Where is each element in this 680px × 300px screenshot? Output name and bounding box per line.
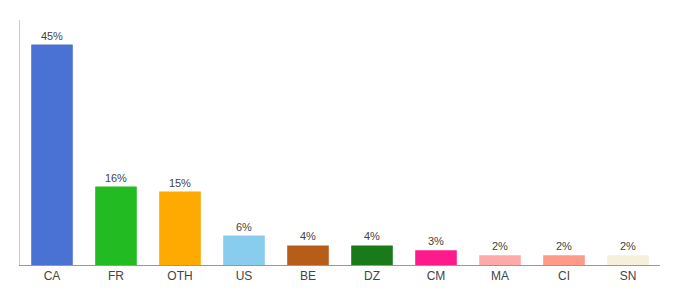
svg-text:FR: FR	[108, 269, 124, 283]
svg-text:2%: 2%	[620, 240, 636, 252]
svg-text:16%: 16%	[105, 172, 127, 184]
svg-text:US: US	[236, 269, 253, 283]
svg-text:2%: 2%	[556, 240, 572, 252]
svg-text:OTH: OTH	[167, 269, 192, 283]
svg-text:DZ: DZ	[364, 269, 380, 283]
svg-text:SN: SN	[620, 269, 637, 283]
svg-text:15%: 15%	[169, 177, 191, 189]
svg-text:6%: 6%	[236, 221, 252, 233]
svg-text:BE: BE	[300, 269, 316, 283]
svg-text:4%: 4%	[300, 230, 316, 242]
svg-text:3%: 3%	[428, 235, 444, 247]
svg-text:4%: 4%	[364, 230, 380, 242]
svg-text:45%: 45%	[41, 30, 63, 42]
svg-text:CI: CI	[558, 269, 570, 283]
svg-text:CA: CA	[44, 269, 61, 283]
svg-text:MA: MA	[491, 269, 509, 283]
svg-text:2%: 2%	[492, 240, 508, 252]
svg-text:CM: CM	[427, 269, 446, 283]
